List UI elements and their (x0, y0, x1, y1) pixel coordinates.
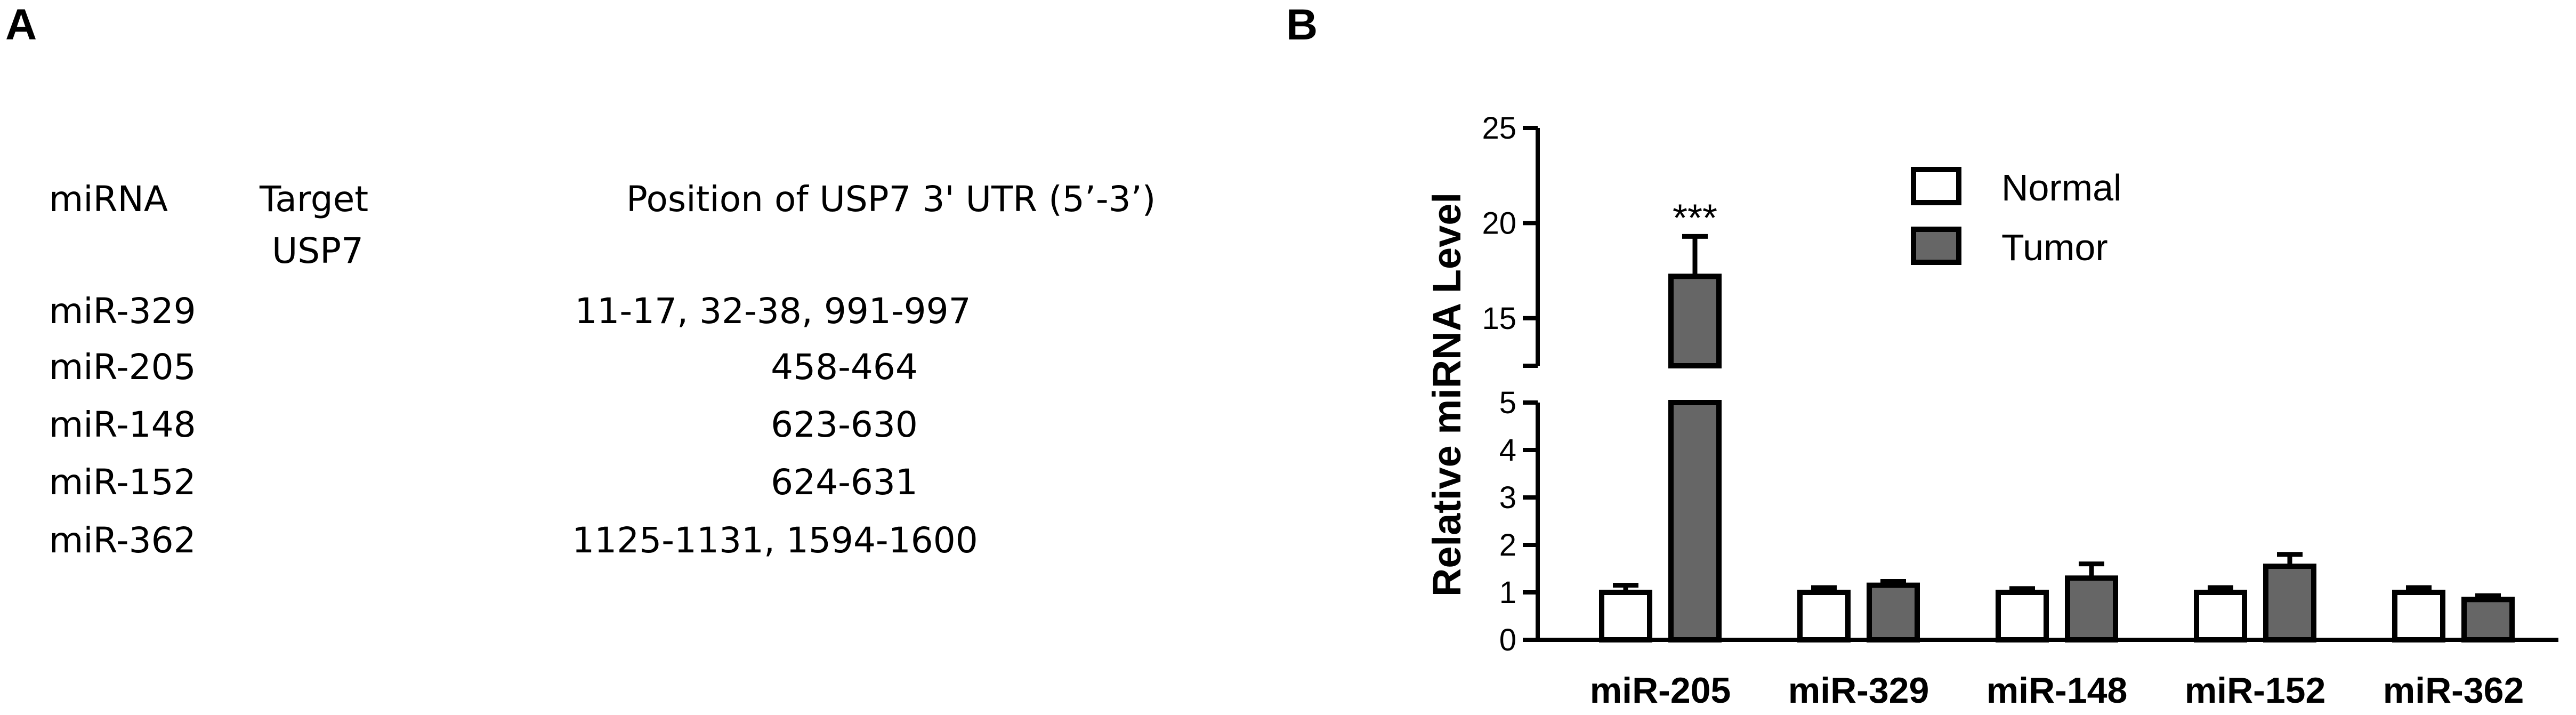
y-tick-label: 3 (1499, 480, 1516, 515)
bar (1996, 590, 2049, 642)
table-cell-mirna: miR-205 (49, 347, 196, 388)
legend-swatch (1911, 227, 1961, 265)
y-tick-label: 25 (1482, 111, 1516, 146)
table-cell-mirna: miR-362 (49, 520, 196, 561)
legend-label: Tumor (2001, 227, 2108, 268)
table-header-mirna: miRNA (49, 179, 168, 220)
legend-swatch (1911, 167, 1961, 205)
bar (2392, 590, 2445, 642)
bar (1797, 590, 1851, 642)
table-header-target-usp7: USP7 (272, 230, 364, 271)
table-header-target: Target (260, 179, 369, 220)
y-tick-label: 1 (1499, 575, 1516, 610)
bar (1668, 400, 1722, 642)
panel-label-a: A (5, 1, 37, 49)
bar (2065, 575, 2118, 643)
bar (1867, 582, 1920, 643)
x-tick-label: miR-148 (1986, 670, 2128, 711)
y-tick-label: 0 (1499, 623, 1516, 657)
y-tick-label: 20 (1482, 206, 1516, 240)
table-cell-position: 623-630 (771, 404, 918, 445)
x-tick-label: miR-152 (2185, 670, 2326, 711)
panel-label-b: B (1286, 1, 1318, 49)
legend-label: Normal (2001, 167, 2122, 208)
y-tick-label: 5 (1499, 385, 1516, 420)
x-tick-label: miR-362 (2383, 670, 2524, 711)
table-cell-position: 458-464 (771, 347, 918, 388)
bar (2263, 564, 2316, 643)
bar (2461, 597, 2515, 642)
y-tick-label: 2 (1499, 528, 1516, 563)
table-cell-position: 624-631 (771, 462, 918, 503)
y-tick-label: 15 (1482, 301, 1516, 336)
x-tick-label: miR-205 (1590, 670, 1731, 711)
table-header-position: Position of USP7 3' UTR (5’-3’) (626, 179, 1156, 220)
bar (1668, 274, 1722, 369)
x-tick-label: miR-329 (1788, 670, 1929, 711)
table-cell-mirna: miR-152 (49, 462, 196, 503)
bar (1599, 590, 1652, 642)
table-cell-mirna: miR-148 (49, 404, 196, 445)
table-cell-position: 1125-1131, 1594-1600 (572, 520, 978, 561)
y-tick-label: 4 (1499, 433, 1516, 468)
table-cell-position: 11-17, 32-38, 991-997 (575, 291, 971, 332)
significance-annotation: *** (1673, 197, 1717, 239)
bar (2194, 590, 2247, 642)
y-axis-label: Relative miRNA Level (1425, 192, 1469, 597)
table-cell-mirna: miR-329 (49, 291, 196, 332)
